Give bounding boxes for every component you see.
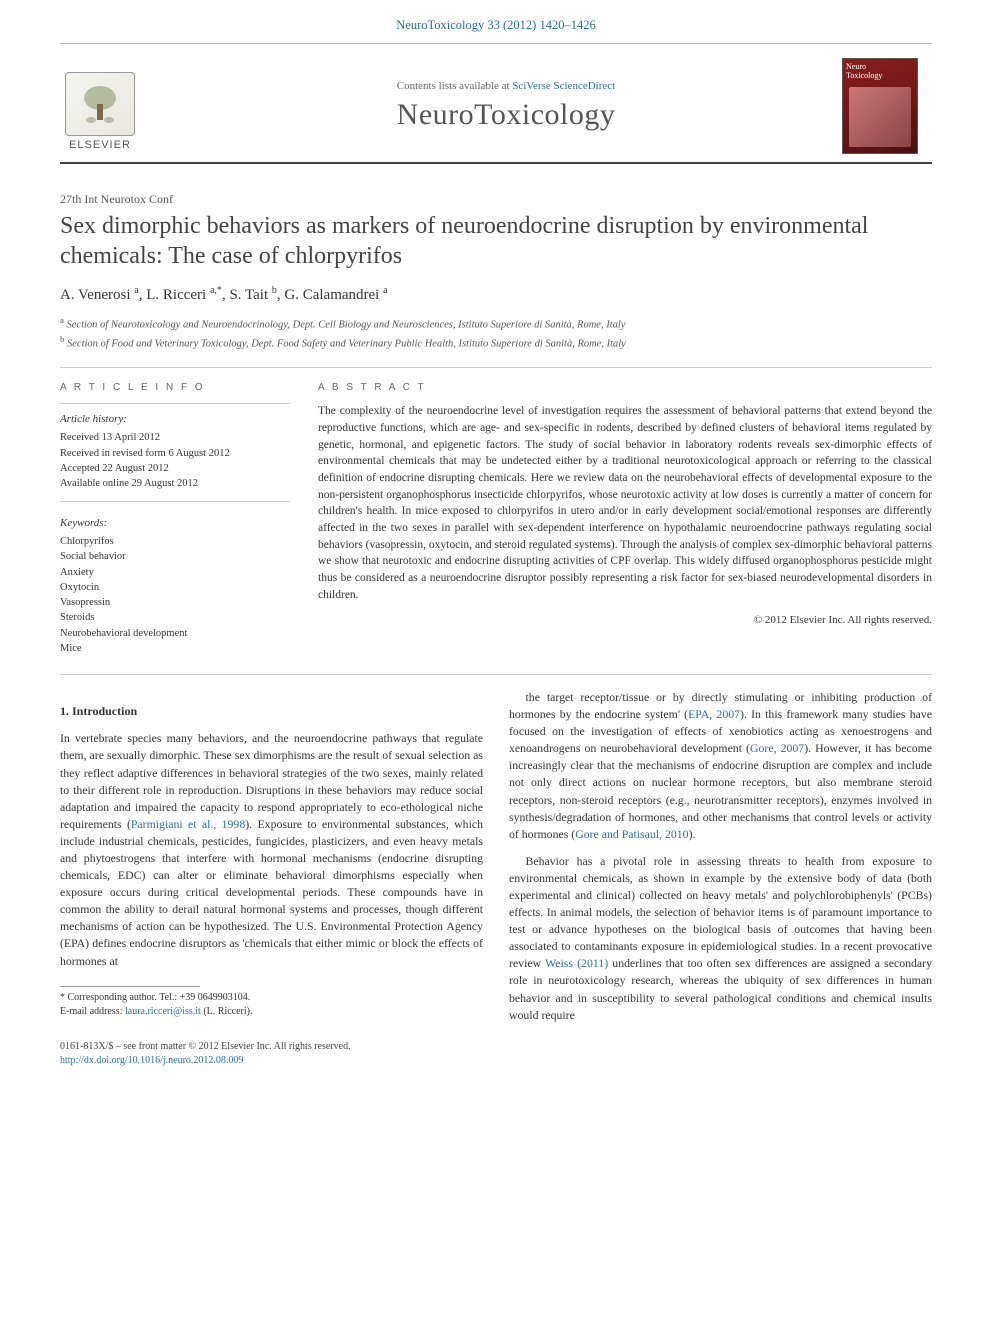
ref-link[interactable]: EPA, 2007 [688, 707, 740, 721]
keyword: Vasopressin [60, 595, 290, 610]
masthead: ELSEVIER Contents lists available at Sci… [60, 43, 932, 164]
article-info-label: A R T I C L E I N F O [60, 382, 290, 393]
keyword: Oxytocin [60, 580, 290, 595]
keywords-heading: Keywords: [60, 516, 290, 532]
cover-thumb-title: NeuroToxicology [843, 59, 917, 85]
publisher-logo[interactable]: ELSEVIER [60, 61, 140, 151]
keyword: Chlorpyrifos [60, 534, 290, 549]
cover-thumb-image [849, 87, 911, 147]
footnote-separator [60, 986, 200, 987]
sciencedirect-link[interactable]: SciVerse ScienceDirect [512, 80, 615, 92]
front-matter-line: 0161-813X/$ – see front matter © 2012 El… [60, 1040, 932, 1054]
article-title: Sex dimorphic behaviors as markers of ne… [60, 211, 932, 271]
article-history-heading: Article history: [60, 412, 290, 428]
running-header: NeuroToxicology 33 (2012) 1420–1426 [0, 0, 992, 43]
journal-cover-thumb[interactable]: NeuroToxicology [842, 58, 918, 154]
history-accepted: Accepted 22 August 2012 [60, 461, 290, 476]
ref-link[interactable]: Parmigiani et al., 1998 [131, 817, 245, 831]
history-revised: Received in revised form 6 August 2012 [60, 446, 290, 461]
elsevier-tree-icon [65, 72, 135, 136]
author-email-link[interactable]: laura.ricceri@iss.it [125, 1006, 201, 1017]
history-online: Available online 29 August 2012 [60, 476, 290, 491]
keyword: Social behavior [60, 549, 290, 564]
abstract-text: The complexity of the neuroendocrine lev… [318, 403, 932, 603]
section-divider [60, 674, 932, 675]
article-body: 1. Introduction In vertebrate species ma… [60, 689, 932, 1026]
abstract-column: A B S T R A C T The complexity of the ne… [318, 382, 932, 656]
author-list: A. Venerosi a, L. Ricceri a,*, S. Tait b… [60, 285, 932, 304]
keyword: Neurobehavioral development [60, 626, 290, 641]
keyword: Steroids [60, 610, 290, 625]
journal-name: NeuroToxicology [180, 98, 832, 132]
footnotes: * Corresponding author. Tel.: +39 064990… [60, 991, 483, 1019]
article-type: 27th Int Neurotox Conf [60, 192, 932, 207]
ref-link[interactable]: Gore and Patisaul, 2010 [575, 827, 688, 841]
abstract-label: A B S T R A C T [318, 382, 932, 393]
page-footer: 0161-813X/$ – see front matter © 2012 El… [60, 1040, 932, 1068]
section-divider [60, 367, 932, 368]
elsevier-wordmark: ELSEVIER [69, 139, 131, 151]
doi-link[interactable]: http://dx.doi.org/10.1016/j.neuro.2012.0… [60, 1055, 243, 1066]
keyword: Anxiety [60, 565, 290, 580]
abstract-copyright: © 2012 Elsevier Inc. All rights reserved… [318, 614, 932, 626]
body-paragraph: the target receptor/tissue or by directl… [509, 689, 932, 843]
corresponding-author-note: * Corresponding author. Tel.: +39 064990… [60, 991, 483, 1005]
ref-link[interactable]: Weiss (2011) [545, 956, 608, 970]
body-paragraph: In vertebrate species many behaviors, an… [60, 730, 483, 969]
affiliations: a Section of Neurotoxicology and Neuroen… [60, 314, 932, 351]
history-received: Received 13 April 2012 [60, 430, 290, 445]
email-note: E-mail address: laura.ricceri@iss.it (L.… [60, 1005, 483, 1019]
citation-line: NeuroToxicology 33 (2012) 1420–1426 [396, 18, 595, 32]
article-info-column: A R T I C L E I N F O Article history: R… [60, 382, 290, 656]
keyword: Mice [60, 641, 290, 656]
body-paragraph: Behavior has a pivotal role in assessing… [509, 853, 932, 1024]
ref-link[interactable]: Gore, 2007 [750, 741, 804, 755]
section-heading-intro: 1. Introduction [60, 703, 483, 720]
contents-available-line: Contents lists available at SciVerse Sci… [180, 80, 832, 92]
